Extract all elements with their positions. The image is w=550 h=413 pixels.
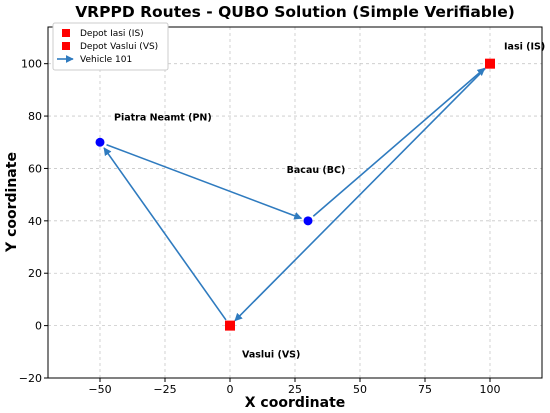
grid-layer bbox=[48, 27, 542, 379]
chart-title: VRPPD Routes - QUBO Solution (Simple Ver… bbox=[75, 3, 515, 21]
x-tick-label: 50 bbox=[353, 383, 367, 396]
route-layer bbox=[103, 67, 486, 322]
legend-entry-label: Vehicle 101 bbox=[80, 55, 132, 65]
y-tick-label: 60 bbox=[28, 162, 42, 175]
depot-marker-iasi-is bbox=[485, 58, 495, 69]
legend-entry-label: Depot Iasi (IS) bbox=[80, 29, 144, 39]
y-tick-label: 0 bbox=[35, 320, 42, 333]
y-tick-label: −20 bbox=[19, 372, 42, 385]
depot-marker-vaslui-vs bbox=[225, 320, 235, 331]
legend-box bbox=[52, 22, 169, 71]
legend-entry-label: Depot Vaslui (VS) bbox=[80, 42, 158, 52]
route-arrow bbox=[106, 143, 303, 220]
route-arrow bbox=[234, 68, 486, 322]
tick-layer: −50 −25 0 25 50 75 100 −20 0 20 40 60 80 100 bbox=[19, 58, 501, 396]
x-tick-label: 0 bbox=[227, 383, 234, 396]
y-tick-label: 100 bbox=[21, 58, 42, 71]
y-tick-label: 20 bbox=[28, 267, 42, 280]
point-layer bbox=[95, 58, 495, 331]
x-tick-label: 100 bbox=[480, 383, 501, 396]
x-tick-label: 25 bbox=[288, 383, 302, 396]
x-tick-label: 75 bbox=[418, 383, 432, 396]
label-layer: Iasi (IS) Vaslui (VS) Piatra Neamt (PN) Bac… bbox=[114, 42, 545, 361]
legend-swatch-square bbox=[62, 29, 70, 37]
location-marker-bacau-bc bbox=[303, 216, 313, 226]
location-marker-piatra-neamt-pn bbox=[95, 137, 105, 147]
legend-swatch-square bbox=[62, 42, 70, 50]
route-arrow bbox=[103, 147, 227, 321]
point-label-iasi-is: Iasi (IS) bbox=[504, 42, 545, 53]
y-tick-label: 80 bbox=[28, 110, 42, 123]
route-arrow bbox=[312, 67, 486, 217]
point-label-vaslui-vs: Vaslui (VS) bbox=[242, 350, 300, 361]
x-tick-label: −50 bbox=[88, 383, 111, 396]
point-label-piatra-neamt-pn: Piatra Neamt (PN) bbox=[114, 112, 212, 123]
x-axis-label: X coordinate bbox=[245, 395, 346, 411]
y-axis-label: Y coordinate bbox=[4, 152, 20, 253]
y-tick-label: 40 bbox=[28, 215, 42, 228]
point-label-bacau-bc: Bacau (BC) bbox=[287, 165, 346, 176]
legend: Depot Iasi (IS) Depot Vaslui (VS) Vehicle … bbox=[52, 22, 169, 71]
x-tick-label: −25 bbox=[153, 383, 176, 396]
